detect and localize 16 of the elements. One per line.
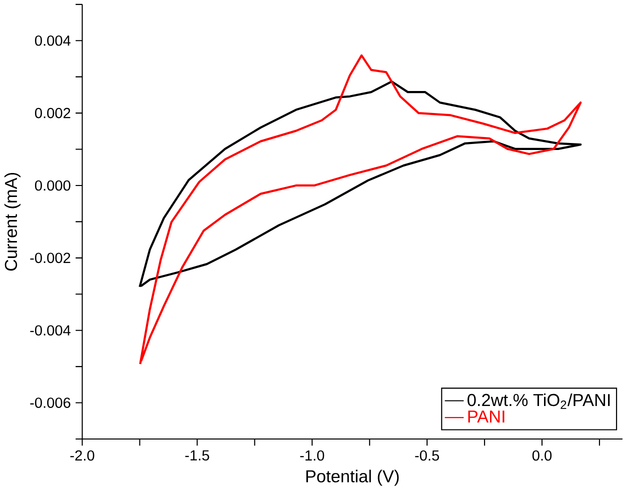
y-tick-label: 0.000 [35, 180, 70, 191]
legend-label: 0.2wt.% TiO$_{2}$/PANI [468, 393, 610, 409]
x-tick-label: -1.5 [185, 450, 210, 460]
y-tick-label: -0.004 [30, 325, 70, 336]
y-tick-label: -0.002 [30, 252, 70, 263]
x-axis-title: Potential (V) [306, 470, 399, 486]
y-tick-label: 0.002 [35, 108, 70, 118]
y-axis-title: Current (mA) [4, 172, 20, 271]
x-tick-label: -2.0 [70, 450, 94, 461]
legend-label: PANI [468, 410, 504, 422]
y-tick-label: 0.004 [35, 35, 70, 46]
line-series [139, 54, 582, 365]
x-tick-label: -0.5 [415, 450, 440, 461]
y-tick-label: -0.006 [30, 398, 70, 408]
x-tick-label: 0.0 [532, 450, 552, 461]
x-tick-label: -1.0 [300, 450, 324, 461]
